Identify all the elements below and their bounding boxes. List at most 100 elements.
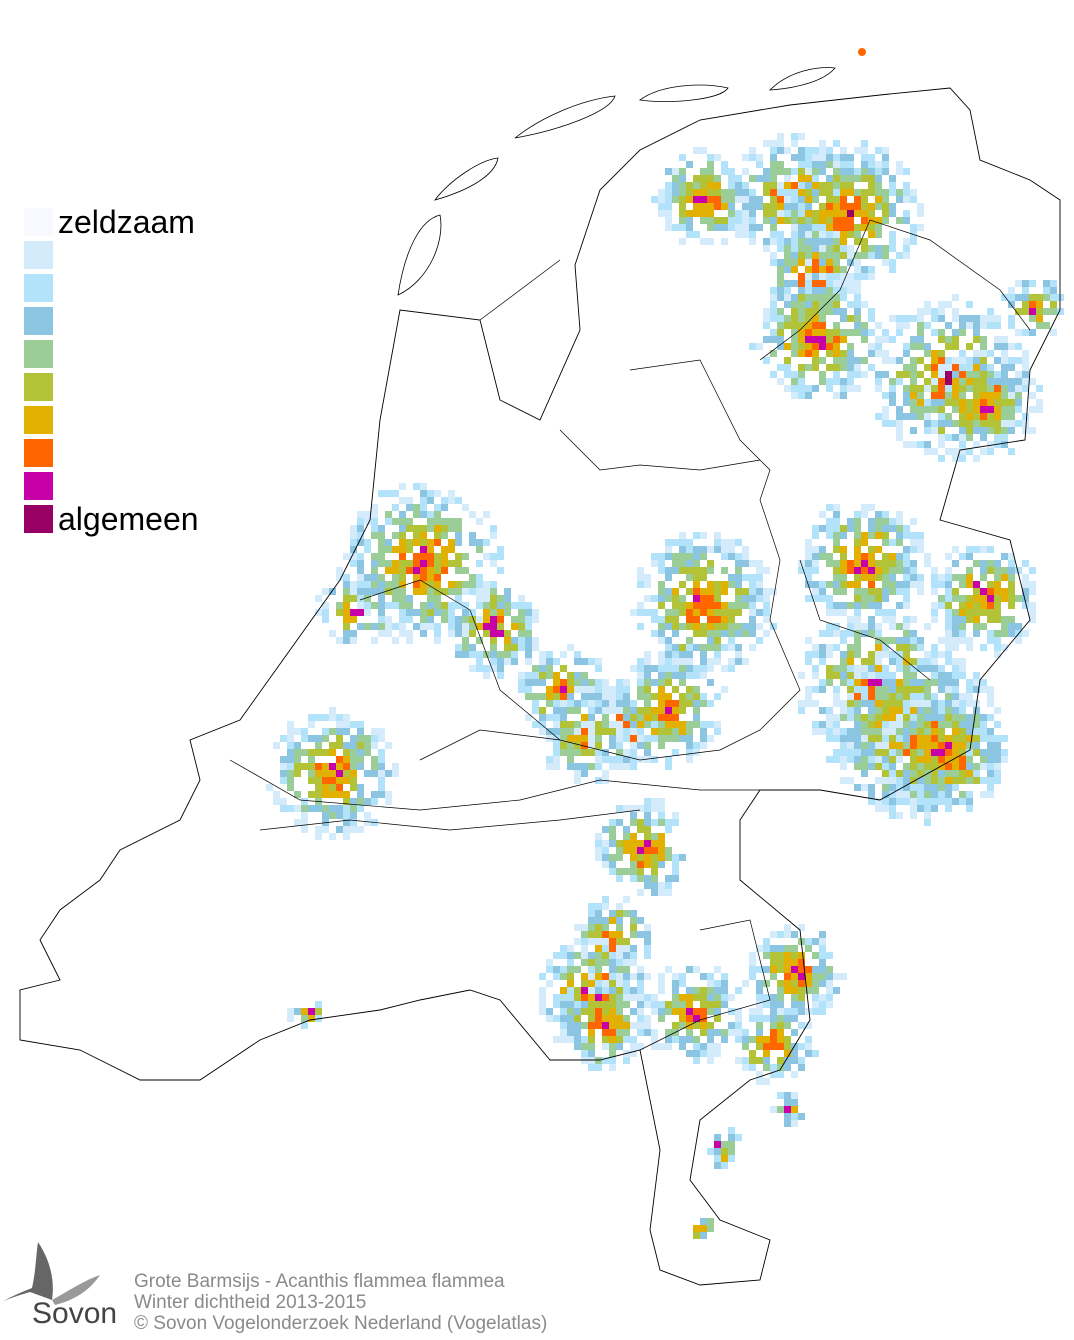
density-cell: [931, 749, 938, 756]
density-cell: [1001, 623, 1008, 630]
density-cell: [700, 217, 707, 224]
density-cell: [784, 210, 791, 217]
density-cell: [546, 672, 553, 679]
density-cell: [798, 182, 805, 189]
density-cell: [686, 196, 693, 203]
density-cell: [924, 301, 931, 308]
density-cell: [1008, 567, 1015, 574]
density-cell: [588, 763, 595, 770]
density-cell: [805, 259, 812, 266]
density-cell: [917, 329, 924, 336]
density-cell: [938, 763, 945, 770]
density-cell: [525, 623, 532, 630]
density-cell: [1008, 413, 1015, 420]
density-cell: [917, 357, 924, 364]
density-cell: [609, 728, 616, 735]
density-cell: [980, 791, 987, 798]
density-cell: [630, 756, 637, 763]
density-cell: [917, 336, 924, 343]
density-cell: [567, 700, 574, 707]
density-cell: [987, 350, 994, 357]
density-cell: [931, 777, 938, 784]
density-cell: [504, 637, 511, 644]
density-cell: [784, 385, 791, 392]
density-cell: [812, 196, 819, 203]
density-cell: [994, 385, 1001, 392]
density-cell: [931, 364, 938, 371]
density-cell: [917, 742, 924, 749]
density-cell: [651, 756, 658, 763]
density-cell: [882, 805, 889, 812]
density-cell: [924, 378, 931, 385]
density-cell: [952, 770, 959, 777]
density-cell: [910, 630, 917, 637]
density-cell: [917, 721, 924, 728]
density-cell: [742, 182, 749, 189]
density-cell: [847, 273, 854, 280]
density-cell: [896, 161, 903, 168]
density-cell: [693, 665, 700, 672]
density-cell: [819, 245, 826, 252]
density-cell: [749, 210, 756, 217]
density-cell: [882, 637, 889, 644]
density-cell: [917, 413, 924, 420]
density-cell: [805, 658, 812, 665]
density-cell: [700, 175, 707, 182]
density-cell: [882, 406, 889, 413]
density-cell: [896, 406, 903, 413]
density-cell: [546, 665, 553, 672]
density-cell: [931, 574, 938, 581]
density-cell: [987, 609, 994, 616]
density-cell: [903, 364, 910, 371]
density-cell: [819, 140, 826, 147]
density-cell: [819, 147, 826, 154]
density-cell: [840, 714, 847, 721]
density-cell: [854, 371, 861, 378]
density-cell: [917, 770, 924, 777]
density-cell: [1050, 308, 1057, 315]
density-cell: [1015, 392, 1022, 399]
density-cell: [910, 721, 917, 728]
density-cell: [707, 700, 714, 707]
density-cell: [525, 672, 532, 679]
density-cell: [672, 672, 679, 679]
density-cell: [805, 700, 812, 707]
density-cell: [784, 252, 791, 259]
density-cell: [861, 763, 868, 770]
density-cell: [1015, 329, 1022, 336]
density-cell: [609, 763, 616, 770]
density-cell: [917, 763, 924, 770]
density-cell: [798, 707, 805, 714]
density-cell: [749, 154, 756, 161]
density-cell: [553, 756, 560, 763]
density-cell: [987, 784, 994, 791]
density-cell: [588, 728, 595, 735]
density-cell: [924, 812, 931, 819]
density-cell: [637, 756, 644, 763]
density-cell: [847, 728, 854, 735]
density-cell: [896, 315, 903, 322]
density-cell: [966, 714, 973, 721]
density-cell: [840, 385, 847, 392]
density-cell: [602, 700, 609, 707]
density-cell: [798, 287, 805, 294]
density-cell: [616, 728, 623, 735]
density-cell: [826, 721, 833, 728]
density-cell: [966, 322, 973, 329]
density-cell: [854, 252, 861, 259]
density-cell: [686, 210, 693, 217]
density-cell: [945, 322, 952, 329]
density-cell: [574, 686, 581, 693]
density-cell: [882, 259, 889, 266]
density-cell: [567, 644, 574, 651]
density-cell: [882, 210, 889, 217]
density-cell: [350, 609, 357, 616]
density-cell: [868, 749, 875, 756]
density-cell: [693, 749, 700, 756]
density-cell: [875, 686, 882, 693]
density-cell: [588, 742, 595, 749]
density-cell: [602, 840, 609, 847]
density-cell: [616, 700, 623, 707]
density-cell: [966, 364, 973, 371]
density-cell: [959, 777, 966, 784]
